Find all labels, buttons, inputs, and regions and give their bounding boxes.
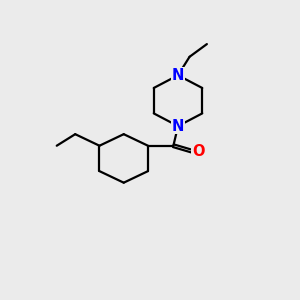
Text: N: N	[172, 118, 184, 134]
Text: O: O	[192, 144, 204, 159]
Text: N: N	[172, 68, 184, 83]
